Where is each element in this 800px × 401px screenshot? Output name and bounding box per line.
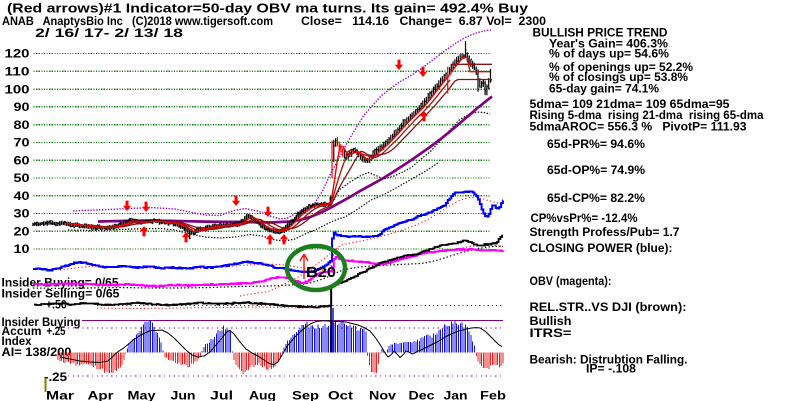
svg-text:Jul: Jul	[210, 388, 233, 401]
svg-text:Bearish: Distrubtion Falling.: Bearish: Distrubtion Falling.	[530, 355, 688, 367]
svg-text:65d-PR%= 94.6%: 65d-PR%= 94.6%	[547, 139, 645, 151]
svg-text:Jun: Jun	[171, 388, 196, 401]
svg-text:Mar: Mar	[46, 388, 74, 401]
svg-text:Year's Gain= 406.3%: Year's Gain= 406.3%	[549, 39, 668, 51]
svg-text:5dmaAROC= 556.3 % PivotP= 11: 5dmaAROC= 556.3 % PivotP= 111.93	[530, 122, 747, 134]
svg-text:20: 20	[14, 226, 30, 238]
svg-text:(Red arrows)#1 Indicator=50-da: (Red arrows)#1 Indicator=50-day OBV ma t…	[7, 2, 528, 16]
svg-text:% of days up= 54.6%: % of days up= 54.6%	[549, 49, 669, 61]
svg-text:Close= 114.16 Change= 6.8: Close= 114.16 Change= 6.87 Vol= 2300	[301, 14, 546, 28]
svg-text:120: 120	[5, 49, 30, 61]
svg-text:30: 30	[14, 209, 30, 221]
svg-text:May: May	[128, 388, 156, 401]
svg-text:IP= -.108: IP= -.108	[586, 364, 637, 376]
svg-text:70: 70	[14, 138, 30, 150]
svg-text:+.25: +.25	[47, 326, 67, 338]
svg-text:Index: Index	[2, 336, 33, 348]
svg-text:Sep: Sep	[292, 388, 319, 401]
svg-text:100: 100	[5, 84, 30, 96]
svg-text:% of openings up= 52.2%: % of openings up= 52.2%	[549, 62, 693, 74]
svg-text:Oct: Oct	[328, 388, 353, 401]
svg-text:Apr: Apr	[88, 388, 114, 401]
svg-text:60: 60	[14, 155, 30, 167]
svg-text:Rising 5-dma rising 21-dma r: Rising 5-dma rising 21-dma rising 65-dma	[530, 110, 765, 122]
svg-text:90: 90	[14, 102, 30, 114]
svg-text:AI= 138/200: AI= 138/200	[2, 347, 72, 359]
svg-text:2/ 16/ 17- 2/ 13/ 18: 2/ 16/ 17- 2/ 13/ 18	[35, 26, 183, 40]
svg-text:65-day gain= 74.1%: 65-day gain= 74.1%	[549, 84, 659, 96]
svg-text:80: 80	[14, 120, 30, 132]
svg-text:Aug: Aug	[249, 388, 276, 401]
svg-text:CP%vsPr%= -12.4%: CP%vsPr%= -12.4%	[531, 213, 638, 225]
svg-text:50: 50	[14, 173, 30, 185]
svg-text:Nov: Nov	[369, 388, 396, 401]
svg-text:40: 40	[14, 191, 30, 203]
svg-text:Bullish: Bullish	[530, 316, 572, 328]
svg-text:B20: B20	[306, 264, 336, 281]
svg-text:Strength Profess/Pub= 1.7: Strength Profess/Pub= 1.7	[530, 227, 680, 239]
svg-text:Insider Buying: Insider Buying	[2, 317, 81, 329]
svg-text:Insider Selling= 0/65: Insider Selling= 0/65	[2, 289, 121, 301]
svg-text:Jan: Jan	[444, 388, 468, 401]
svg-text:ANAB AnaptysBio Inc (C)201: ANAB AnaptysBio Inc (C)2018 www.tigersof…	[2, 14, 273, 28]
svg-text:-.25: -.25	[44, 372, 68, 384]
svg-text:% of closings up= 53.8%: % of closings up= 53.8%	[549, 72, 688, 84]
svg-text:OBV (magenta):: OBV (magenta):	[530, 276, 612, 288]
svg-text:Accum: Accum	[2, 326, 42, 338]
svg-text:10: 10	[14, 244, 30, 256]
svg-text:65d-OP%= 74.9%: 65d-OP%= 74.9%	[547, 165, 645, 177]
svg-text:ITRS=: ITRS=	[530, 328, 572, 340]
svg-text:+.50: +.50	[46, 300, 67, 312]
svg-text:CLOSING POWER (blue):: CLOSING POWER (blue):	[530, 243, 673, 255]
svg-text:BULLISH PRICE TREND: BULLISH PRICE TREND	[533, 28, 668, 40]
svg-text:110: 110	[5, 67, 30, 79]
svg-text:Feb: Feb	[480, 388, 506, 401]
svg-text:65d-CP%= 82.2%: 65d-CP%= 82.2%	[547, 193, 645, 205]
svg-text:5dma= 109 21dma= 109 65dma=95: 5dma= 109 21dma= 109 65dma=95	[530, 99, 731, 111]
svg-text:REL.STR..VS DJI (brown):: REL.STR..VS DJI (brown):	[530, 302, 687, 314]
svg-text:Dec: Dec	[409, 388, 435, 401]
